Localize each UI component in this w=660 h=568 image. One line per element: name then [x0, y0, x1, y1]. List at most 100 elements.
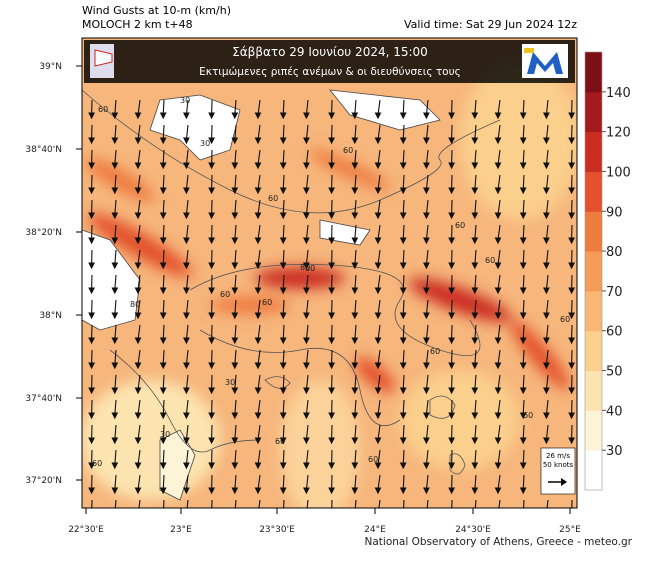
arrow-head — [568, 387, 575, 395]
colorbar-label: 60 — [606, 325, 623, 340]
arrow-head — [183, 137, 190, 145]
arrow-head — [423, 462, 430, 470]
arrow-head — [183, 462, 190, 470]
arrow-head — [231, 312, 239, 320]
arrow-head — [254, 362, 262, 370]
arrow-head — [568, 137, 575, 145]
contour-label: 80 — [130, 300, 140, 309]
arrow-head — [351, 262, 359, 270]
arrow-head — [303, 137, 310, 145]
arrow-head — [88, 262, 95, 270]
arrow-head — [329, 513, 334, 518]
arrow-head — [183, 162, 190, 170]
arrow-head — [231, 487, 239, 495]
arrow-head — [303, 237, 310, 245]
arrow-head — [183, 262, 190, 270]
arrow-head — [111, 112, 119, 120]
arrow-head — [279, 312, 287, 320]
arrow-head — [448, 212, 455, 220]
arrow-head — [423, 387, 430, 395]
arrow-head — [448, 437, 455, 445]
colorbar-label: 40 — [606, 404, 623, 419]
contour-label: 60 — [262, 298, 272, 307]
arrow-head — [231, 112, 239, 120]
arrow-head — [231, 387, 239, 395]
arrow-head — [543, 387, 550, 395]
contour-label: 60 — [220, 290, 230, 299]
colorbar-frame — [584, 51, 603, 491]
arrow-head — [471, 262, 479, 270]
arrow-head — [543, 237, 550, 245]
arrow-head — [471, 212, 479, 220]
arrow-head — [134, 487, 142, 495]
arrow-head — [134, 412, 142, 420]
arrow-head — [111, 437, 119, 445]
arrow-head — [519, 162, 527, 170]
lat-label: 39°N — [39, 62, 62, 72]
arrow-head — [399, 412, 407, 420]
arrow-head — [494, 462, 502, 470]
arrow-head — [351, 337, 359, 345]
arrow-head — [374, 287, 382, 295]
title-line-2: MOLOCH 2 km t+48 — [82, 18, 193, 31]
arrow-head — [494, 237, 502, 245]
arrow-head — [183, 337, 190, 345]
arrow-head — [232, 513, 237, 518]
arrow-head — [134, 162, 142, 170]
colorbar-label: 90 — [606, 205, 623, 220]
meteo-logo — [522, 44, 568, 78]
arrow-head — [328, 287, 335, 295]
arrow-head — [279, 112, 287, 120]
arrow-head — [494, 312, 502, 320]
arrow-head — [448, 237, 455, 245]
arrow-head — [328, 112, 335, 120]
banner-line-1: Σάββατο 29 Ιουνίου 2024, 15:00 — [232, 45, 428, 59]
arrow-head — [401, 513, 406, 518]
arrow-head — [112, 513, 117, 518]
colorbar-label: 30 — [606, 444, 623, 459]
colorbar-band — [585, 290, 602, 332]
colorbar-label: 80 — [606, 245, 623, 260]
contour-label: 60 — [268, 194, 278, 203]
arrow-head — [88, 287, 95, 295]
valid-time: Valid time: Sat 29 Jun 2024 12z — [404, 18, 577, 31]
arrow-head — [208, 487, 215, 495]
arrow-head — [254, 437, 262, 445]
arrow-head — [448, 462, 455, 470]
colorbar-band — [585, 450, 602, 491]
arrow-head — [231, 412, 239, 420]
arrow-head — [519, 362, 527, 370]
arrow-head — [303, 437, 310, 445]
arrow-head — [519, 412, 527, 420]
arrow-head — [543, 112, 550, 120]
arrow-head — [423, 237, 430, 245]
arrow-head — [279, 162, 287, 170]
arrow-head — [471, 462, 479, 470]
colorbar-band — [585, 52, 602, 93]
arrow-head — [328, 187, 335, 195]
arrow-head — [88, 437, 95, 445]
arrow-head — [328, 212, 335, 220]
arrow-head — [134, 262, 142, 270]
arrow-head — [423, 487, 430, 495]
arrow-head — [208, 337, 215, 345]
colorbar-band — [585, 410, 602, 451]
arrow-head — [328, 362, 335, 370]
arrow-head — [88, 162, 95, 170]
arrow-head — [568, 162, 575, 170]
arrow-head — [279, 487, 287, 495]
contour-label: 30 — [225, 378, 235, 387]
arrow-head — [183, 437, 190, 445]
arrow-head — [448, 262, 455, 270]
arrow-head — [374, 137, 382, 145]
arrow-head — [471, 187, 479, 195]
arrow-head — [471, 312, 479, 320]
arrow-head — [351, 237, 359, 245]
arrow-head — [519, 212, 527, 220]
arrow-head — [254, 487, 262, 495]
arrow-head — [448, 287, 455, 295]
arrow-head — [568, 262, 575, 270]
arrow-head — [448, 162, 455, 170]
